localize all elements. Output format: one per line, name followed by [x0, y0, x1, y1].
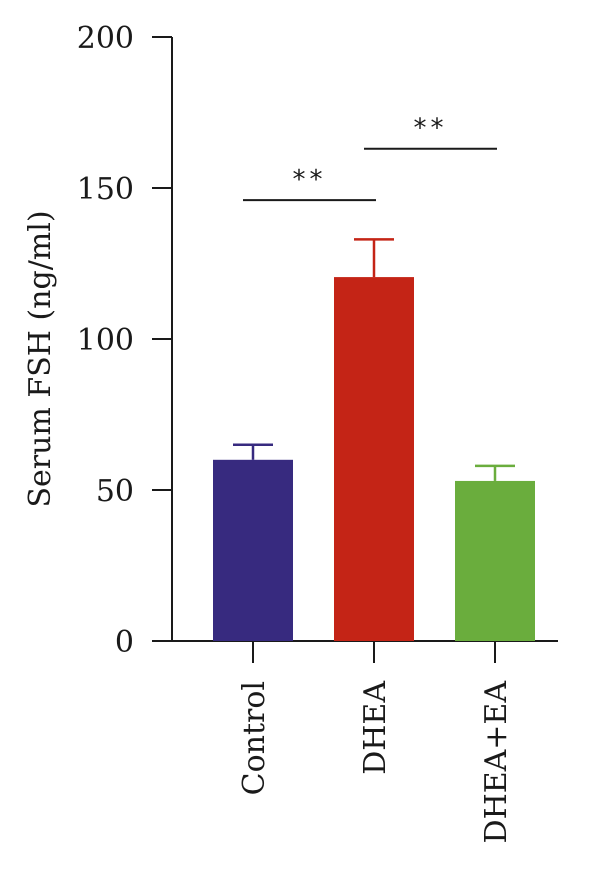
bar	[334, 277, 414, 641]
x-tick-label: DHEA	[358, 681, 393, 775]
y-tick-label: 100	[77, 323, 134, 358]
error-bar	[354, 238, 394, 278]
error-bar	[475, 464, 515, 481]
y-tick-label: 200	[77, 21, 134, 56]
error-bar	[233, 443, 273, 460]
x-tick-label: DHEA+EA	[479, 681, 514, 844]
significance-label: **	[293, 165, 327, 195]
y-tick-label: 50	[96, 474, 134, 509]
bars	[213, 277, 535, 641]
y-axis: 0 50 100 150 200	[77, 21, 173, 660]
error-bars	[233, 238, 515, 481]
bar	[455, 480, 535, 641]
bar	[213, 459, 293, 641]
y-axis-label: Serum FSH (ng/ml)	[23, 210, 58, 507]
y-tick-label: 150	[77, 172, 134, 207]
x-tick-label: Control	[237, 681, 272, 795]
significance-annotations: ** **	[243, 114, 497, 202]
x-axis: Control DHEA DHEA+EA	[172, 640, 558, 844]
y-tick-label: 0	[115, 625, 134, 660]
significance-label: **	[414, 114, 448, 144]
